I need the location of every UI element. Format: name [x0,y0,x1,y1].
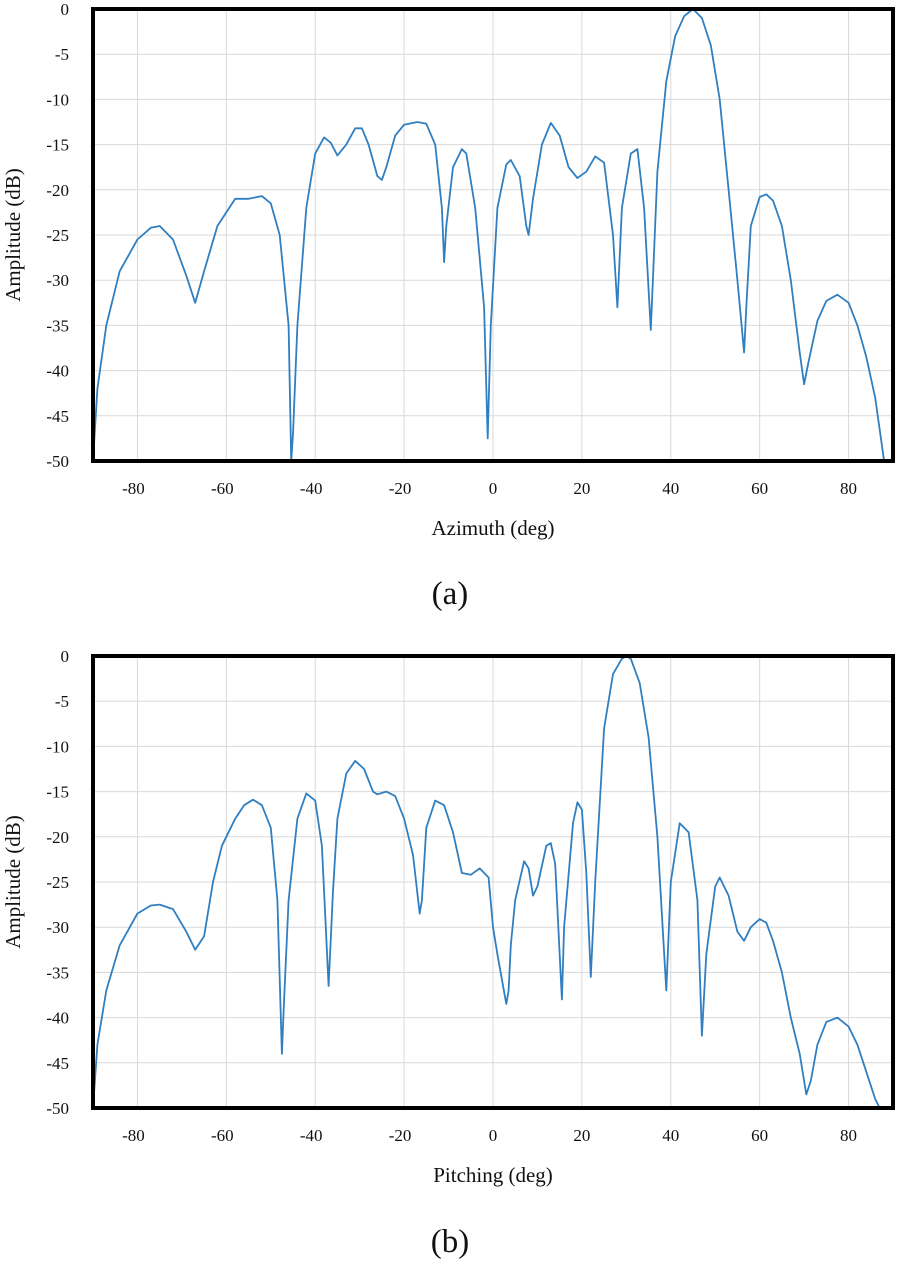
x-tick-label: 0 [489,479,498,498]
y-tick-label: -25 [46,226,69,245]
x-tick-label: -60 [211,479,234,498]
x-tick-label: 0 [489,1126,498,1145]
y-tick-label: -5 [55,692,69,711]
y-tick-labels-a: 0 -5 -10 -15 -20 -25 -30 -35 -40 -45 -50 [46,0,69,471]
y-tick-label: -45 [46,407,69,426]
x-tick-label: 20 [573,479,590,498]
x-tick-label: 40 [662,1126,679,1145]
plot-frame-a [91,7,895,463]
plot-frame-b [91,654,895,1110]
x-tick-labels-a: -80 -60 -40 -20 0 20 40 60 80 [122,479,857,498]
panel-caption-b: (b) [431,1224,469,1260]
y-tick-label: -35 [46,963,69,982]
chart-panel-b: 0 -5 -10 -15 -20 -25 -30 -35 -40 -45 -50 -80 -60 -40… [1,647,895,1260]
y-tick-label: -50 [46,452,69,471]
panel-caption-a: (a) [432,576,469,612]
y-tick-label: -25 [46,873,69,892]
x-tick-label: -80 [122,479,145,498]
x-tick-label: 80 [840,479,857,498]
y-tick-label: -10 [46,90,69,109]
y-tick-label: -30 [46,918,69,937]
y-tick-label: 0 [61,647,70,666]
x-tick-label: -80 [122,1126,145,1145]
x-tick-label: -20 [389,1126,412,1145]
y-tick-label: -15 [46,136,69,155]
x-tick-label: -40 [300,1126,323,1145]
amplitude-series-line-b [92,655,881,1109]
x-tick-label: -60 [211,1126,234,1145]
gridlines-a [93,8,893,462]
y-tick-label: -15 [46,783,69,802]
y-axis-label-a: Amplitude (dB) [1,168,25,302]
y-tick-label: -50 [46,1099,69,1118]
y-tick-label: -10 [46,737,69,756]
y-tick-label: 0 [61,0,70,19]
x-tick-label: -40 [300,479,323,498]
x-tick-label: 60 [751,479,768,498]
y-axis-label-b: Amplitude (dB) [1,815,25,949]
x-tick-label: 80 [840,1126,857,1145]
y-tick-label: -5 [55,45,69,64]
y-tick-label: -20 [46,828,69,847]
y-tick-label: -30 [46,271,69,290]
x-tick-labels-b: -80 -60 -40 -20 0 20 40 60 80 [122,1126,857,1145]
x-tick-label: 20 [573,1126,590,1145]
y-tick-label: -45 [46,1054,69,1073]
y-tick-label: -40 [46,1009,69,1028]
x-tick-label: -20 [389,479,412,498]
x-axis-label-b: Pitching (deg) [433,1163,553,1187]
amplitude-series-line-a [92,8,885,462]
x-tick-label: 60 [751,1126,768,1145]
y-tick-label: -35 [46,316,69,335]
x-axis-label-a: Azimuth (deg) [431,516,554,540]
chart-panel-a: 0 -5 -10 -15 -20 -25 -30 -35 -40 -45 -50 -80 -60 -40… [1,0,895,612]
x-tick-label: 40 [662,479,679,498]
y-tick-label: -40 [46,362,69,381]
y-tick-labels-b: 0 -5 -10 -15 -20 -25 -30 -35 -40 -45 -50 [46,647,69,1118]
y-tick-label: -20 [46,181,69,200]
